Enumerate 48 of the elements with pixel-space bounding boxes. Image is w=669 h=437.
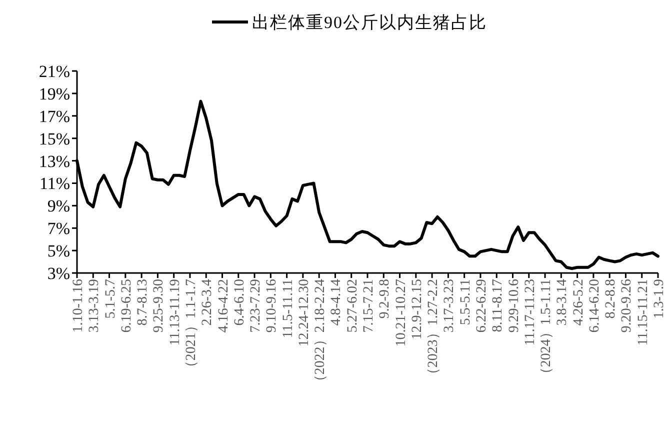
x-tick-label: 1.10-1.16 <box>71 279 86 333</box>
x-tick-label: 9.29-10.6 <box>506 279 522 333</box>
x-tick-label: 8.7-8.13 <box>136 279 151 326</box>
y-tick-label: 21% <box>38 62 70 81</box>
x-tick-label: 6.4-6.10 <box>232 279 248 326</box>
x-tick-label: （2021）1.1-1.7 <box>184 279 199 375</box>
x-tick-label: 11.13-11.19 <box>168 279 183 346</box>
x-tick-label: 11.5-11.11 <box>280 279 296 338</box>
x-tick-label: 6.14-6.20 <box>587 279 602 333</box>
y-tick-label: 19% <box>38 84 70 104</box>
x-tick-label: 4.16-4.22 <box>216 279 232 333</box>
y-tick-label: 13% <box>38 152 70 171</box>
x-tick-label: 4.26-5.2 <box>571 279 586 326</box>
x-tick-label: 9.25-9.30 <box>152 279 167 333</box>
x-tick-label: 2.26-3.4 <box>200 279 216 326</box>
y-tick-label: 11% <box>39 174 70 194</box>
y-tick-label: 7% <box>47 219 70 238</box>
legend-label: 出栏体重90公斤以内生猪占比 <box>252 13 487 32</box>
x-tick-label: 10.21-10.27 <box>394 279 409 347</box>
x-tick-label: 12.24-12.30 <box>296 279 312 347</box>
x-tick-label: 7.23-7.29 <box>248 279 264 333</box>
y-tick-label: 9% <box>47 196 70 216</box>
x-tick-label: 1.3-1.9 <box>652 279 667 319</box>
x-tick-label: 5.1-5.7 <box>103 279 118 319</box>
x-tick-label: 11.17-11.23 <box>522 279 538 346</box>
x-tick-label: 8.2-8.8 <box>604 279 619 319</box>
y-tick-label: 15% <box>38 129 70 148</box>
x-tick-label: 3.13-3.19 <box>87 279 102 333</box>
x-tick-label: 4.8-4.14 <box>329 279 344 326</box>
x-tick-label: 9.10-9.16 <box>264 279 280 333</box>
x-tick-label: （2024）1.5-1.11 <box>539 279 554 382</box>
x-tick-label: 3.8-3.14 <box>555 279 570 326</box>
x-tick-label: （2022）2.18-2.24 <box>313 279 328 389</box>
x-tick-label: 11.15-11.21 <box>636 279 651 346</box>
x-tick-label: 6.22-6.29 <box>474 279 490 333</box>
x-tick-label: 9.2-9.8 <box>378 279 393 319</box>
x-tick-label: 9.20-9.26 <box>620 279 635 333</box>
y-tick-label: 3% <box>47 264 70 283</box>
x-tick-label: （2023）1.27-2.2 <box>426 279 442 382</box>
x-tick-label: 6.19-6.25 <box>119 279 134 333</box>
x-tick-label: 5.5-5.11 <box>458 279 474 326</box>
x-tick-label: 12.9-12.15 <box>410 279 425 340</box>
x-tick-label: 7.15-7.21 <box>362 279 376 333</box>
y-tick-label: 17% <box>38 106 70 126</box>
x-tick-label: 8.11-8.17 <box>490 279 506 332</box>
x-tick-label: 5.27-6.02 <box>345 279 360 333</box>
y-tick-label: 5% <box>47 242 70 261</box>
x-tick-label: 3.17-3.23 <box>442 279 458 333</box>
